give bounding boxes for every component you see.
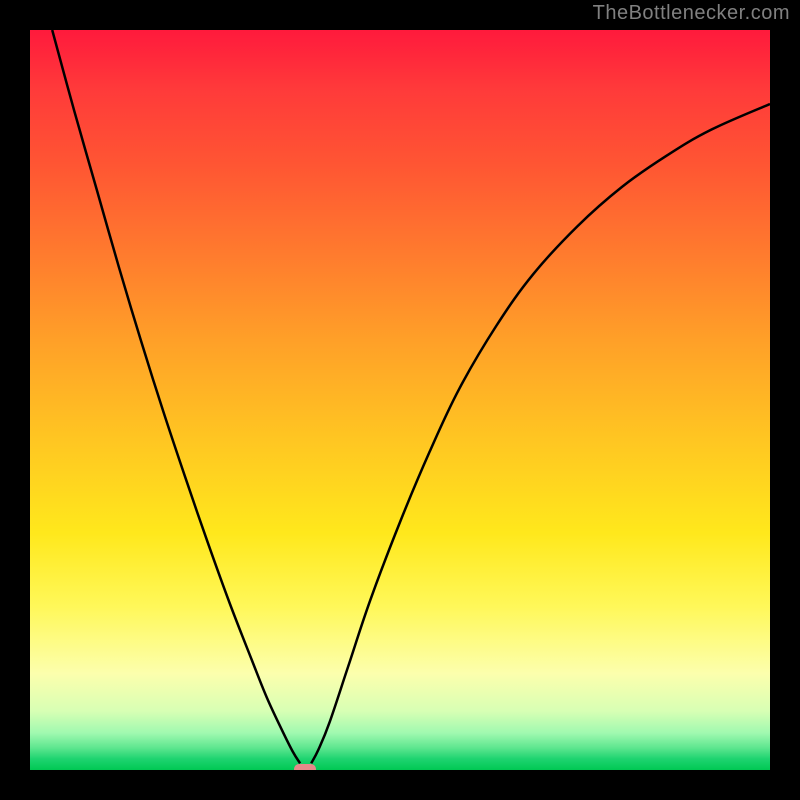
watermark-text: TheBottlenecker.com — [593, 2, 790, 25]
minimum-marker — [294, 764, 316, 770]
bottleneck-curve — [30, 30, 770, 770]
plot-area — [30, 30, 770, 770]
chart-container: TheBottlenecker.com — [0, 0, 800, 800]
curve-path — [52, 30, 770, 763]
